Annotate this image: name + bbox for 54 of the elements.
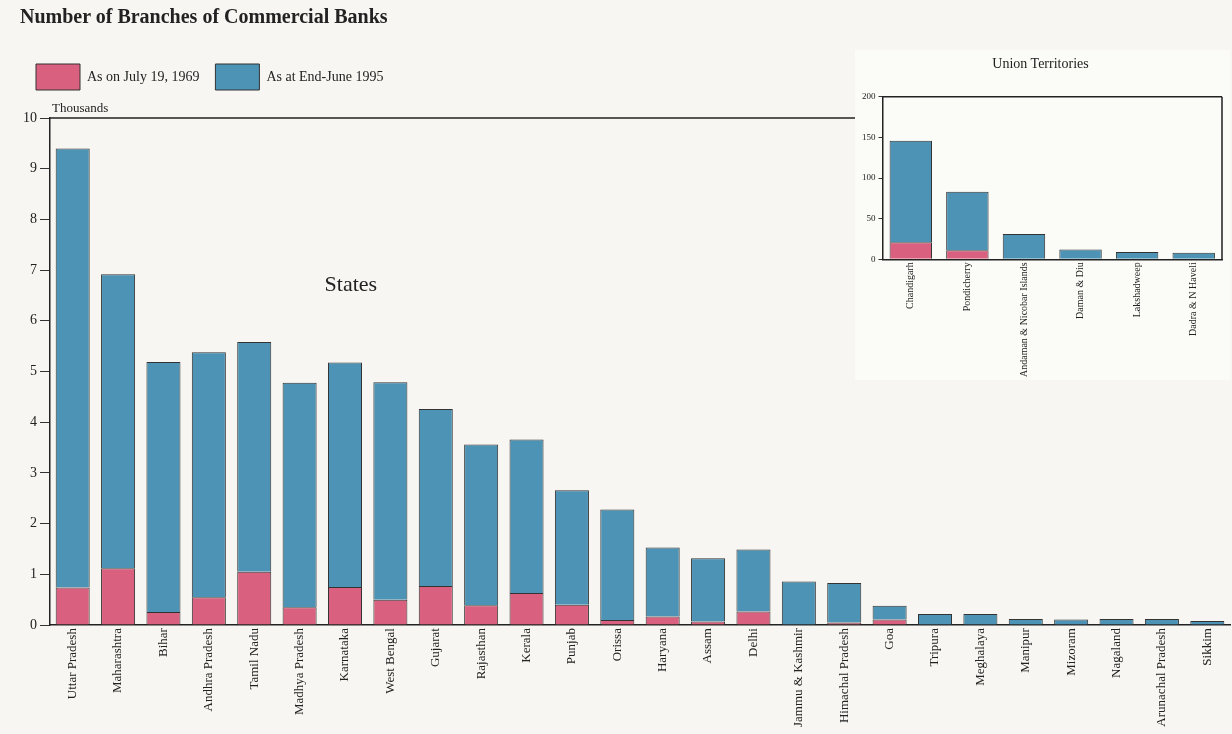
x-tick-label: Andaman & Nicobar Islands — [1017, 262, 1029, 378]
x-tick-label: Maharashtra — [109, 627, 125, 694]
annotation: States — [324, 271, 378, 297]
x-tick-label: Lakshadweep — [1130, 262, 1142, 318]
chart-title: Number of Branches of Commercial Banks — [20, 5, 388, 28]
x-tick-label: Karnataka — [336, 627, 352, 682]
x-tick-label: Dadra & N Haveli — [1187, 262, 1199, 336]
y-tick-label: 9 — [30, 160, 37, 176]
y-axis-title: Thousands — [52, 99, 109, 115]
x-tick-label: Himachal Pradesh — [835, 627, 851, 724]
x-tick-label: Pondicherry — [961, 262, 972, 312]
x-tick-label: Arunachal Pradesh — [1153, 627, 1169, 727]
y-tick-label: 5 — [30, 363, 37, 379]
x-tick-label: Sikkim — [1198, 628, 1214, 666]
y-tick-label: 50 — [866, 213, 876, 224]
y-tick-label: 150 — [862, 131, 876, 142]
y-tick-label: 100 — [862, 172, 876, 183]
y-tick-label: 8 — [30, 211, 37, 227]
x-tick-label: Madhya Pradesh — [291, 627, 307, 716]
x-tick-label: Jammu & Kashmir — [790, 627, 806, 727]
legend-label: As at End-June 1995 — [266, 68, 384, 84]
y-tick-label: 0 — [30, 616, 37, 632]
x-tick-label: Assam — [699, 628, 715, 664]
x-tick-label: Delhi — [744, 627, 760, 657]
x-tick-label: Mizoram — [1062, 628, 1078, 676]
x-tick-label: Punjab — [563, 628, 579, 665]
x-tick-label: Kerala — [517, 627, 533, 663]
x-tick-label: Orissa — [608, 627, 624, 662]
x-tick-label: Meghalaya — [971, 627, 987, 686]
x-tick-label: Goa — [881, 627, 897, 650]
x-tick-label: Haryana — [654, 627, 670, 673]
x-tick-label: Bihar — [154, 627, 170, 657]
y-tick-label: 0 — [871, 253, 876, 264]
y-tick-label: 10 — [23, 109, 37, 125]
y-tick-label: 1 — [30, 566, 37, 582]
x-tick-label: Rajasthan — [472, 627, 488, 680]
legend-label: As on July 19, 1969 — [87, 68, 200, 84]
y-tick-label: 4 — [30, 413, 37, 429]
x-tick-label: Uttar Pradesh — [64, 627, 80, 700]
x-tick-label: Daman & Diu — [1074, 262, 1086, 319]
y-tick-label: 6 — [30, 312, 37, 328]
chart-title: Union Territories — [992, 56, 1089, 72]
y-tick-label: 200 — [862, 91, 876, 102]
x-tick-label: Gujarat — [427, 627, 443, 668]
x-tick-label: Chandigarh — [904, 262, 916, 309]
x-tick-label: West Bengal — [381, 627, 397, 694]
x-tick-label: Andhra Pradesh — [200, 627, 216, 712]
y-tick-label: 2 — [30, 515, 37, 531]
x-tick-label: Nagaland — [1107, 627, 1123, 678]
y-tick-label: 7 — [30, 261, 37, 277]
y-tick-label: 3 — [30, 464, 37, 480]
x-tick-label: Tamil Nadu — [245, 627, 261, 690]
x-tick-label: Manipur — [1017, 627, 1033, 673]
x-tick-label: Tripura — [926, 627, 942, 667]
